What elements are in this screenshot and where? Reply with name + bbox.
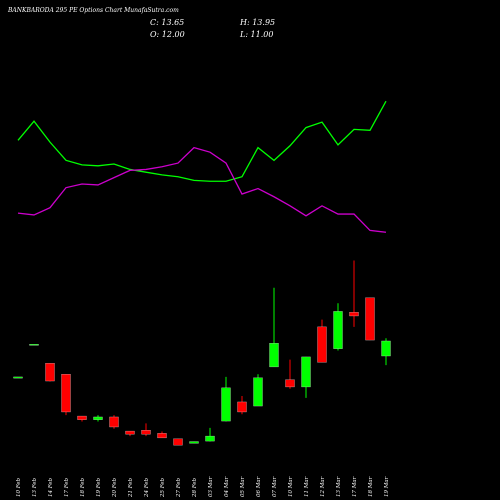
- x-tick-label: 10 Mar: [288, 476, 294, 497]
- header-low: L: 11.00: [239, 30, 273, 39]
- x-tick-label: 18 Feb: [80, 477, 86, 497]
- candle-body: [253, 377, 263, 407]
- x-tick-label: 21 Feb: [128, 477, 134, 498]
- candle-body: [301, 356, 311, 388]
- candle-body: [173, 438, 183, 446]
- x-tick-label: 19 Feb: [96, 477, 102, 497]
- candle-body: [157, 433, 167, 439]
- header-high: H: 13.95: [239, 18, 275, 27]
- candle-body: [365, 297, 375, 341]
- candle-body: [125, 430, 135, 435]
- header-close: C: 13.65: [150, 18, 184, 27]
- x-tick-label: 27 Feb: [176, 477, 182, 498]
- x-tick-label: 17 Mar: [352, 476, 358, 497]
- candle-body: [141, 430, 151, 435]
- x-tick-label: 07 Mar: [272, 476, 278, 497]
- candle-body: [221, 387, 231, 422]
- candle-body: [189, 441, 199, 444]
- x-tick-label: 19 Mar: [384, 476, 390, 497]
- x-tick-label: 18 Mar: [368, 476, 374, 497]
- candle-body: [381, 340, 391, 357]
- x-tick-label: 13 Mar: [336, 476, 342, 497]
- candle-body: [13, 376, 23, 379]
- header-open: O: 12.00: [150, 30, 185, 39]
- x-tick-label: 17 Feb: [64, 477, 70, 497]
- candle-body: [205, 435, 215, 442]
- candle-body: [349, 312, 359, 317]
- candle-body: [61, 374, 71, 413]
- candle-body: [237, 401, 247, 413]
- indicator-line: [17, 146, 387, 233]
- candle-body: [317, 326, 327, 363]
- x-tick-label: 04 Mar: [224, 476, 230, 497]
- x-tick-label: 11 Mar: [304, 476, 310, 497]
- x-tick-label: 20 Feb: [112, 477, 118, 498]
- candle-body: [333, 311, 343, 349]
- candle-body: [77, 415, 87, 420]
- x-tick-label: 13 Feb: [32, 477, 38, 497]
- x-tick-label: 10 Feb: [16, 477, 22, 497]
- x-tick-label: 12 Mar: [320, 476, 326, 497]
- x-tick-label: 14 Feb: [48, 477, 54, 497]
- x-tick-label: 25 Feb: [160, 477, 166, 498]
- chart-title: BANKBARODA 295 PE Options Chart MunafaSu…: [7, 7, 179, 14]
- x-tick-label: 05 Mar: [240, 476, 246, 497]
- candle-body: [29, 344, 39, 346]
- x-tick-label: 24 Feb: [144, 477, 150, 498]
- candle-body: [285, 379, 295, 388]
- x-tick-label: 03 Mar: [208, 476, 214, 497]
- candle-body: [45, 363, 55, 382]
- candle-body: [109, 416, 119, 428]
- x-tick-label: 28 Feb: [192, 477, 198, 498]
- x-tick-label: 06 Mar: [256, 476, 262, 497]
- candle-body: [93, 416, 103, 420]
- candle-body: [269, 343, 279, 368]
- indicator-line: [17, 100, 387, 182]
